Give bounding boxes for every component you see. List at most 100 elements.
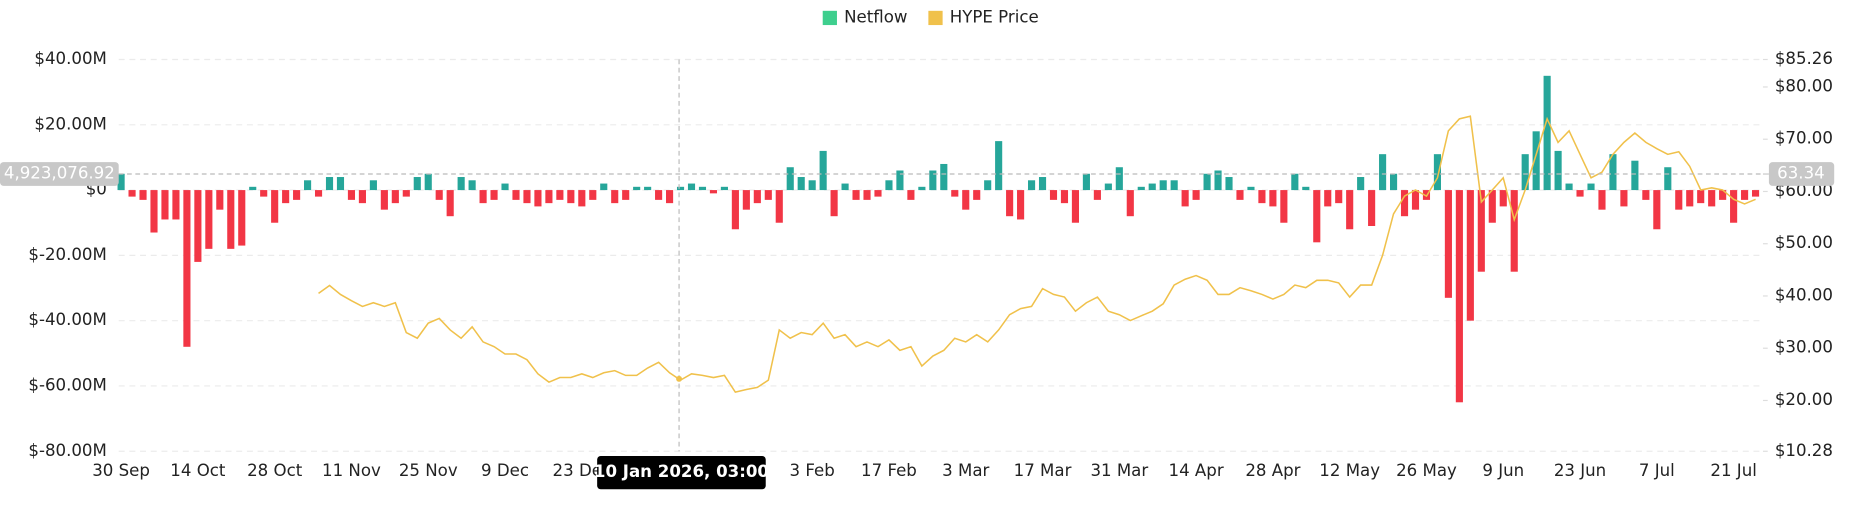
bar — [1620, 190, 1628, 207]
bar — [808, 180, 816, 191]
bar — [633, 186, 641, 191]
bar — [1521, 154, 1529, 191]
bar — [1675, 190, 1683, 210]
bar — [534, 190, 542, 207]
bar — [874, 190, 882, 197]
bar — [1181, 190, 1189, 207]
bar — [1236, 190, 1244, 200]
bar — [446, 190, 454, 217]
bar — [1642, 190, 1650, 200]
bar — [1203, 173, 1211, 191]
bar — [479, 190, 487, 204]
bar — [1379, 154, 1387, 191]
bar — [347, 190, 356, 200]
bar — [951, 190, 959, 197]
legend-label: Netflow — [844, 7, 907, 26]
crosshair-point — [676, 375, 683, 382]
bar — [676, 186, 685, 191]
x-tick-label: 26 May — [1396, 461, 1457, 480]
bar — [545, 190, 553, 204]
bar — [797, 177, 805, 191]
bar — [786, 167, 794, 191]
bar — [501, 183, 509, 191]
bar — [611, 190, 619, 204]
bar — [1346, 190, 1354, 230]
bar — [622, 190, 630, 200]
bar — [1335, 190, 1343, 204]
crosshair-y-label: 4,923,076.92 — [4, 164, 115, 183]
bar — [698, 186, 707, 191]
bar — [325, 177, 334, 191]
bar — [1104, 183, 1112, 191]
x-tick-label: 9 Dec — [481, 461, 529, 480]
y2-tick-label: $20.00 — [1775, 390, 1833, 409]
bar — [380, 190, 388, 210]
y2-tick-label: $70.00 — [1775, 129, 1833, 148]
bar — [1357, 177, 1365, 191]
x-tick-label: 14 Apr — [1169, 461, 1224, 480]
bar — [150, 190, 158, 233]
bar — [720, 186, 728, 191]
crosshair-x-label: 10 Jan 2026, 03:00 — [594, 462, 769, 481]
x-tick-label: 30 Sep — [92, 461, 150, 480]
legend-swatch — [928, 10, 943, 26]
bar — [1225, 177, 1233, 191]
bar — [369, 180, 377, 191]
bar — [1565, 183, 1573, 191]
y-tick-label: $40.00M — [34, 49, 106, 68]
bar — [885, 180, 893, 191]
bar — [1697, 190, 1705, 204]
x-tick-label: 9 Jun — [1482, 461, 1524, 480]
bar — [336, 177, 345, 191]
bar — [1466, 190, 1474, 321]
bar — [995, 141, 1003, 191]
bar — [764, 190, 772, 200]
bar — [1247, 186, 1255, 191]
bar — [1368, 190, 1376, 226]
bar — [1093, 190, 1101, 200]
crosshair-y-box — [0, 162, 119, 186]
bar — [260, 190, 268, 197]
bar — [1631, 160, 1639, 191]
bar — [907, 190, 915, 200]
x-tick-label: 31 Mar — [1090, 461, 1148, 480]
bar — [183, 190, 191, 347]
price-line — [318, 115, 1756, 394]
bar — [1719, 190, 1727, 200]
bar — [1686, 190, 1694, 207]
bar — [896, 170, 904, 191]
bar — [753, 190, 761, 204]
legend-label: HYPE Price — [950, 7, 1039, 26]
bar — [1389, 173, 1398, 191]
bar — [172, 190, 180, 220]
bar — [391, 190, 399, 204]
bar — [1115, 167, 1123, 191]
bar — [1598, 190, 1606, 210]
bar — [775, 190, 783, 223]
bar — [984, 180, 992, 191]
bar — [644, 186, 652, 191]
x-tick-label: 28 Oct — [247, 461, 303, 480]
bar — [282, 190, 290, 204]
bar — [852, 190, 860, 200]
bar — [841, 183, 849, 191]
bar — [1082, 173, 1090, 191]
bar — [1400, 190, 1409, 217]
bar — [1477, 190, 1485, 272]
bar — [205, 190, 213, 249]
bar — [216, 190, 224, 210]
bar — [1444, 190, 1452, 298]
bar — [567, 190, 575, 204]
bar — [962, 190, 970, 210]
bar — [1280, 190, 1288, 223]
crosshair-x-box — [597, 456, 766, 490]
bar — [523, 190, 531, 204]
y-tick-label: $-80.00M — [28, 441, 106, 460]
y2-tick-label: $30.00 — [1775, 338, 1833, 357]
y2-tick-label: $80.00 — [1775, 76, 1833, 95]
bar — [1291, 173, 1299, 191]
y-tick-label: $20.00M — [34, 114, 106, 133]
bar — [578, 190, 586, 207]
bar — [687, 183, 696, 191]
bar — [666, 190, 674, 204]
